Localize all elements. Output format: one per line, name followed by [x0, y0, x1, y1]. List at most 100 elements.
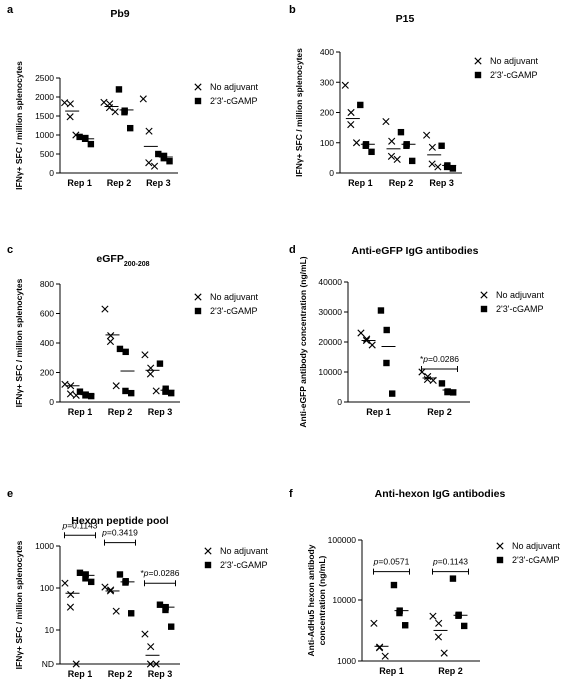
- legend: No adjuvant 2'3'-cGAMP: [194, 82, 259, 106]
- data-point-square: [409, 157, 416, 165]
- y-axis-label: IFNγ+ SFC / million splenocytes: [14, 278, 24, 407]
- x-tick-label: Rep 2: [108, 669, 133, 679]
- x-tick-label: Rep 1: [348, 178, 373, 188]
- data-point-square: [82, 571, 89, 578]
- data-point-cross: [66, 603, 75, 611]
- marker-stroke: [424, 372, 432, 381]
- series-cgamp: [357, 101, 457, 172]
- x-tick-label: Rep 2: [438, 666, 463, 676]
- legend-marker-square: [496, 556, 504, 564]
- data-point-square: [88, 578, 95, 586]
- data-point-cross: [434, 633, 443, 641]
- y-tick-label: 200: [320, 108, 334, 118]
- data-point-square: [162, 606, 169, 614]
- data-point-cross: [424, 372, 432, 381]
- marker-stroke: [141, 351, 149, 359]
- data-point-cross: [352, 139, 361, 147]
- data-point-cross: [147, 643, 155, 651]
- y-axis-label: IFNγ+ SFC / million splenocytes: [14, 61, 24, 190]
- data-point-square: [450, 389, 457, 396]
- legend-label: No adjuvant: [496, 290, 545, 300]
- data-point-square: [76, 388, 84, 395]
- legend: No adjuvant 2'3'-cGAMP: [204, 546, 269, 570]
- data-point-square: [160, 154, 167, 162]
- data-point-square: [461, 622, 468, 630]
- data-point-cross: [107, 332, 115, 340]
- marker-stroke: [72, 131, 80, 139]
- p-value-label: p=0.1143: [61, 520, 97, 530]
- series-no-adjuvant: [61, 579, 160, 668]
- data-point-square: [155, 150, 162, 158]
- marker-stroke: [66, 100, 74, 108]
- panel-f: f Anti-hexon IgG antibodies 1000 10000 10000…: [289, 488, 561, 676]
- marker-stroke: [474, 57, 482, 65]
- marker-stroke: [496, 542, 504, 550]
- legend-label: No adjuvant: [490, 56, 539, 66]
- y-tick-label: 600: [40, 309, 54, 319]
- data-point-square: [116, 345, 124, 353]
- y-tick-label: 1000: [35, 541, 54, 551]
- legend-label: No adjuvant: [512, 541, 561, 551]
- marker-stroke: [347, 121, 355, 129]
- data-point-cross: [388, 137, 396, 145]
- data-point-square: [76, 569, 84, 577]
- legend-label: 2'3'-cGAMP: [512, 555, 559, 565]
- legend: No adjuvant 2'3'-cGAMP: [474, 56, 539, 80]
- data-point-cross: [61, 380, 69, 388]
- marker-stroke: [429, 612, 437, 620]
- panel-e: e Hexon peptide pool ND 10 100 1000 IFNγ+ SFC …: [7, 488, 269, 679]
- data-point-cross: [363, 335, 371, 343]
- data-point-square: [390, 581, 398, 589]
- panel-c: c eGFP200-208 0 200 400 600 800 IFNγ+ SFC / mil…: [7, 244, 259, 417]
- marker-stroke: [194, 293, 202, 301]
- y-tick-label: 200: [40, 368, 54, 378]
- data-point-cross: [107, 586, 115, 594]
- marker-stroke: [152, 660, 160, 668]
- data-point-square: [168, 389, 175, 397]
- marker-stroke: [393, 155, 401, 163]
- x-tick-label: Rep 2: [108, 407, 133, 417]
- legend-label: No adjuvant: [210, 292, 259, 302]
- panel-a: a Pb9 0 500 1000 1500 2000 2500 IFNγ+ SFC / mill…: [7, 4, 259, 190]
- data-point-cross: [347, 121, 355, 129]
- data-point-cross: [105, 104, 114, 112]
- data-point-cross: [368, 341, 376, 349]
- data-point-square: [444, 388, 451, 396]
- data-point-square: [115, 86, 123, 93]
- marker-stroke: [357, 329, 365, 337]
- series-cgamp: [76, 345, 175, 400]
- data-point-cross: [145, 127, 153, 135]
- marker-stroke: [440, 649, 448, 657]
- marker-stroke: [105, 104, 114, 112]
- panel-letter: e: [7, 488, 13, 500]
- marker-stroke: [146, 370, 155, 378]
- x-tick-label: Rep 3: [146, 178, 171, 188]
- marker-stroke: [146, 660, 155, 668]
- data-point-square: [383, 326, 390, 334]
- data-point-square: [127, 124, 134, 132]
- marker-stroke: [341, 81, 349, 89]
- data-point-cross: [111, 108, 119, 116]
- x-tick-label: Rep 2: [389, 178, 414, 188]
- data-point-cross: [435, 619, 443, 627]
- x-tick-label: Rep 1: [68, 407, 93, 417]
- data-point-cross: [357, 329, 365, 337]
- series-no-adjuvant: [61, 305, 160, 399]
- marker-stroke: [375, 644, 384, 652]
- data-point-square: [449, 165, 457, 172]
- marker-stroke: [101, 305, 109, 313]
- y-tick-label: 1000: [35, 130, 54, 140]
- marker-stroke: [66, 390, 75, 398]
- data-point-cross: [428, 160, 436, 168]
- p-value-label: *p=0.0286: [140, 568, 179, 578]
- data-point-cross: [428, 143, 436, 151]
- data-point-cross: [101, 583, 109, 591]
- data-point-square: [402, 622, 409, 629]
- marker-stroke: [381, 652, 389, 660]
- marker-stroke: [428, 143, 436, 151]
- legend: No adjuvant 2'3'-cGAMP: [194, 292, 259, 316]
- y-tick-label: 0: [49, 168, 54, 178]
- panel-letter: d: [289, 244, 296, 256]
- data-point-square: [82, 575, 89, 582]
- data-point-square: [122, 387, 129, 395]
